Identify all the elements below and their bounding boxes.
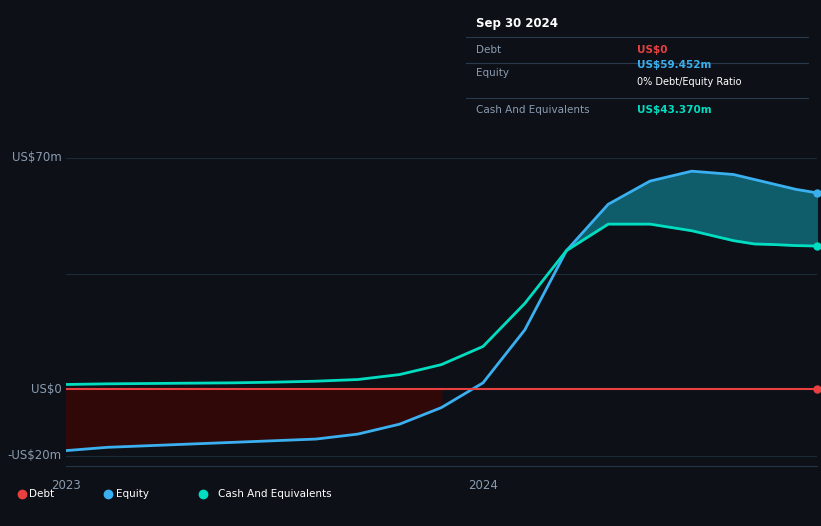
Text: Sep 30 2024: Sep 30 2024 bbox=[476, 17, 557, 30]
Text: 0% Debt/Equity Ratio: 0% Debt/Equity Ratio bbox=[637, 77, 741, 87]
Text: 2023: 2023 bbox=[51, 479, 80, 492]
Text: Debt: Debt bbox=[30, 489, 55, 500]
Text: -US$20m: -US$20m bbox=[7, 449, 62, 462]
Text: US$43.370m: US$43.370m bbox=[637, 105, 712, 115]
Text: US$0: US$0 bbox=[31, 383, 62, 396]
Text: Equity: Equity bbox=[116, 489, 149, 500]
Text: US$0: US$0 bbox=[637, 45, 667, 55]
Text: Debt: Debt bbox=[476, 45, 501, 55]
Text: US$70m: US$70m bbox=[12, 151, 62, 165]
Text: 2024: 2024 bbox=[468, 479, 498, 492]
Text: Cash And Equivalents: Cash And Equivalents bbox=[218, 489, 332, 500]
Text: Cash And Equivalents: Cash And Equivalents bbox=[476, 105, 589, 115]
Text: Equity: Equity bbox=[476, 67, 509, 77]
Text: US$59.452m: US$59.452m bbox=[637, 60, 712, 70]
